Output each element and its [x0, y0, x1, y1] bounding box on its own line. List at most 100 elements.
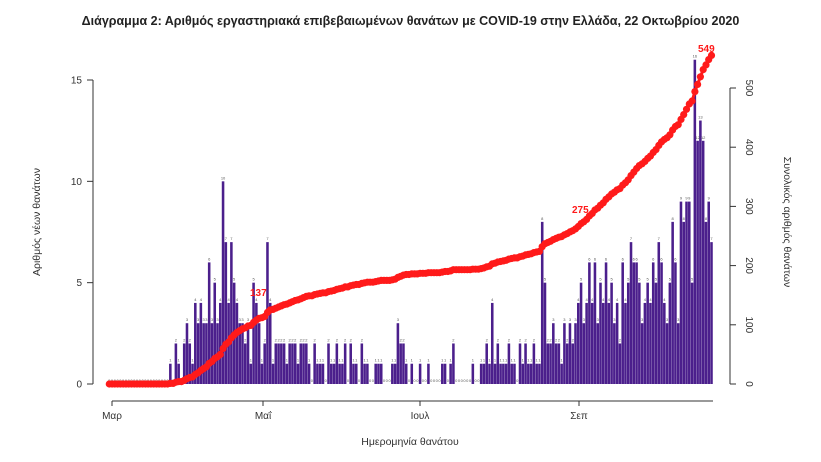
bar [635, 262, 638, 384]
bar-value-label: 0 [347, 378, 350, 383]
bar [676, 323, 680, 384]
y-axis-left-tick-label: 10 [71, 177, 83, 188]
bar [699, 120, 702, 384]
bar [443, 363, 447, 384]
bar [268, 302, 272, 384]
bar [274, 343, 278, 384]
bar [396, 323, 400, 384]
bar-value-label: 2 [277, 337, 280, 342]
bar [554, 343, 558, 384]
bar-value-label: 3 [552, 317, 555, 322]
bar-value-label: 4 [227, 297, 230, 302]
bar [318, 363, 322, 384]
bar [343, 343, 347, 384]
bar [707, 201, 710, 384]
bar [693, 59, 697, 384]
bar-labels-layer: 0000000000000000000000102102321434336353… [108, 54, 713, 383]
bar [532, 343, 536, 384]
bar-value-label: 1 [494, 358, 497, 363]
bar-value-label: 2 [361, 337, 364, 342]
bar [427, 363, 430, 384]
bar [629, 242, 633, 384]
bar-value-label: 0 [461, 378, 464, 383]
bar [182, 343, 186, 384]
bar-value-label: 1 [513, 358, 516, 363]
bar [527, 363, 530, 384]
bar-value-label: 1 [505, 358, 508, 363]
bar-value-label: 0 [369, 378, 372, 383]
bar-value-label: 2 [283, 337, 286, 342]
bar-value-label: 2 [175, 337, 178, 342]
bar-value-label: 4 [644, 297, 647, 302]
bar [485, 343, 488, 384]
bar-value-label: 6 [208, 256, 211, 261]
bar [546, 343, 550, 384]
bar-value-label: 1 [363, 358, 366, 363]
bar [588, 262, 591, 384]
bar-value-label: 6 [674, 256, 677, 261]
bar [399, 343, 402, 384]
bar [174, 343, 178, 384]
bar-value-label: 1 [522, 358, 525, 363]
bar [257, 323, 261, 384]
bar [674, 262, 677, 384]
bar [338, 363, 341, 384]
bar [690, 282, 694, 384]
bar-value-label: 8 [541, 216, 544, 221]
bar-value-label: 5 [655, 277, 658, 282]
bar [610, 282, 613, 384]
bar-value-label: 1 [178, 358, 181, 363]
bar-value-label: 0 [458, 378, 461, 383]
bar-value-label: 3 [569, 317, 572, 322]
bar [285, 363, 289, 384]
bar-value-label: 1 [441, 358, 444, 363]
bar-value-label: 1 [352, 358, 355, 363]
bar-value-label: 1 [411, 358, 414, 363]
bar-value-label: 2 [402, 337, 405, 342]
cumulative-point [707, 51, 716, 60]
bar-value-label: 5 [233, 277, 236, 282]
bar-value-label: 2 [244, 337, 247, 342]
bar [363, 363, 366, 384]
bar-value-label: 1 [330, 358, 333, 363]
bar-value-label: 1 [169, 358, 172, 363]
y-axis-left-tick-label: 5 [76, 278, 82, 289]
bar [330, 363, 333, 384]
bar-value-label: 5 [599, 277, 602, 282]
y-axis-right-tick-label: 400 [743, 139, 754, 156]
bar-value-label: 4 [200, 297, 203, 302]
y-axis-label-right: Συνολικός αριθμός θανάτων [781, 157, 793, 287]
bar [252, 282, 255, 384]
bar [660, 262, 663, 384]
bar [524, 343, 527, 384]
bar-value-label: 2 [566, 337, 569, 342]
bar [640, 323, 644, 384]
bar [574, 323, 577, 384]
bar [263, 343, 266, 384]
bar [596, 323, 599, 384]
y-axis-right-tick-label: 300 [743, 198, 754, 215]
bar [230, 242, 233, 384]
bar-value-label: 6 [622, 256, 625, 261]
cumulative-point [696, 73, 705, 81]
bar-value-label: 2 [350, 337, 353, 342]
bar [601, 302, 605, 384]
bar-value-label: 7 [658, 236, 661, 241]
bar [207, 262, 211, 384]
bar [665, 323, 669, 384]
bar-value-label: 5 [638, 277, 641, 282]
bar-value-label: 1 [472, 358, 475, 363]
bar [513, 363, 516, 384]
bar-value-label: 0 [413, 378, 416, 383]
bar-value-label: 7 [630, 236, 633, 241]
bar-value-label: 13 [698, 115, 703, 120]
bar-value-label: 9 [680, 196, 683, 201]
bar-value-label: 5 [669, 277, 672, 282]
bar-value-label: 0 [372, 378, 375, 383]
bar [352, 363, 355, 384]
bar-value-label: 3 [197, 317, 200, 322]
bar-value-label: 4 [591, 297, 594, 302]
bar [321, 363, 325, 384]
bar [393, 363, 397, 384]
bar [565, 343, 569, 384]
